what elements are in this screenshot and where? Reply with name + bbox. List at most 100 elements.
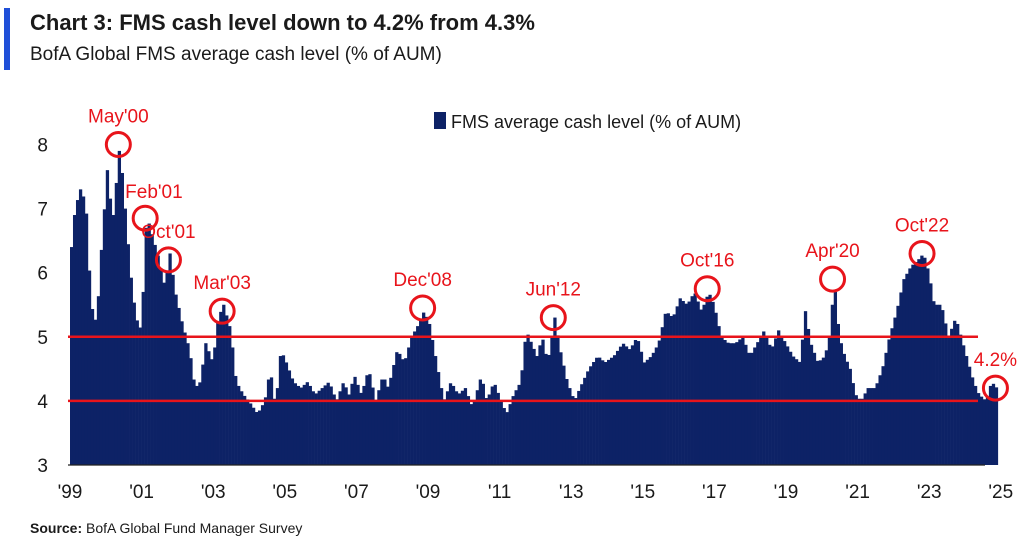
bar-105 bbox=[383, 379, 387, 465]
bar-136 bbox=[475, 390, 480, 465]
bar-107 bbox=[389, 377, 393, 465]
bar-50 bbox=[219, 311, 223, 465]
bar-217 bbox=[717, 326, 721, 465]
bar-29 bbox=[156, 255, 160, 465]
bar-237 bbox=[777, 330, 781, 465]
legend-label: FMS average cash level (% of AUM) bbox=[451, 112, 741, 132]
bar-35 bbox=[174, 294, 178, 465]
source-text: BofA Global Fund Manager Survey bbox=[86, 520, 303, 536]
bar-106 bbox=[386, 386, 390, 465]
bar-224 bbox=[738, 339, 742, 465]
x-tick-label: '19 bbox=[774, 482, 799, 503]
bar-94 bbox=[350, 383, 354, 465]
y-tick-label: 6 bbox=[37, 264, 48, 285]
bar-268 bbox=[869, 388, 873, 465]
bar-297 bbox=[956, 323, 960, 465]
bar-155 bbox=[532, 348, 536, 465]
bar-110 bbox=[398, 353, 402, 465]
bar-112 bbox=[404, 358, 408, 465]
bar-175 bbox=[592, 362, 596, 465]
bar-290 bbox=[935, 304, 939, 465]
bar-30 bbox=[159, 268, 163, 465]
bar-291 bbox=[938, 304, 942, 465]
bar-262 bbox=[851, 383, 855, 465]
bar-269 bbox=[872, 388, 876, 465]
bar-133 bbox=[466, 396, 471, 465]
bar-104 bbox=[380, 379, 384, 465]
bar-100 bbox=[368, 374, 372, 465]
bar-80 bbox=[308, 385, 312, 465]
bar-147 bbox=[508, 404, 512, 465]
bar-310 bbox=[994, 387, 999, 465]
annotation-circle bbox=[539, 304, 567, 332]
bar-267 bbox=[866, 388, 870, 465]
bar-132 bbox=[463, 388, 468, 465]
bar-157 bbox=[538, 345, 542, 465]
bar-241 bbox=[788, 351, 793, 465]
annotation-circle bbox=[908, 239, 936, 267]
bar-160 bbox=[547, 354, 551, 465]
bar-295 bbox=[950, 328, 954, 465]
bar-208 bbox=[690, 296, 694, 465]
y-tick-label: 8 bbox=[37, 136, 48, 157]
bar-257 bbox=[836, 323, 840, 465]
bar-71 bbox=[281, 355, 286, 465]
bar-91 bbox=[341, 383, 345, 465]
bar-116 bbox=[416, 326, 420, 465]
bar-20 bbox=[129, 277, 133, 465]
bar-215 bbox=[711, 301, 715, 465]
bar-276 bbox=[893, 317, 897, 465]
bar-248 bbox=[809, 344, 814, 465]
bar-53 bbox=[228, 326, 232, 465]
bar-109 bbox=[395, 352, 399, 465]
bar-197 bbox=[657, 340, 661, 465]
bar-176 bbox=[595, 357, 599, 465]
bar-140 bbox=[487, 394, 491, 465]
bar-154 bbox=[529, 341, 533, 465]
bar-142 bbox=[493, 384, 497, 465]
source-label: Source: bbox=[30, 520, 83, 536]
bar-19 bbox=[126, 244, 130, 465]
bar-245 bbox=[800, 339, 805, 465]
bar-42 bbox=[195, 385, 199, 465]
bar-201 bbox=[669, 315, 673, 465]
bar-65 bbox=[263, 397, 268, 465]
bar-251 bbox=[818, 360, 823, 465]
bar-183 bbox=[615, 350, 620, 465]
bar-17 bbox=[120, 172, 124, 466]
bar-228 bbox=[750, 352, 754, 465]
bar-240 bbox=[786, 346, 790, 465]
bar-190 bbox=[636, 341, 641, 465]
bar-281 bbox=[908, 268, 912, 465]
bar-77 bbox=[299, 387, 303, 465]
annotation-label: 4.2% bbox=[974, 350, 1017, 371]
annotation-label: Dec'08 bbox=[393, 270, 452, 291]
bar-292 bbox=[941, 310, 945, 465]
annotation-circle bbox=[693, 275, 721, 303]
bar-22 bbox=[135, 320, 139, 465]
bar-279 bbox=[902, 279, 906, 465]
annotation-circle bbox=[154, 246, 182, 274]
bar-229 bbox=[753, 347, 757, 465]
bar-68 bbox=[272, 398, 277, 465]
bar-118 bbox=[422, 312, 426, 465]
bar-195 bbox=[651, 352, 656, 465]
bar-199 bbox=[663, 313, 667, 465]
annotation-label: Oct'01 bbox=[141, 222, 195, 243]
bar-96 bbox=[356, 384, 360, 465]
bar-261 bbox=[848, 368, 852, 465]
bar-210 bbox=[696, 301, 700, 465]
annotation-circle bbox=[819, 265, 847, 293]
bar-255 bbox=[830, 304, 835, 465]
bar-13 bbox=[108, 198, 113, 465]
annotation-label: Mar'03 bbox=[193, 273, 250, 294]
bar-28 bbox=[153, 244, 157, 465]
bar-54 bbox=[231, 347, 235, 465]
bar-181 bbox=[609, 357, 614, 465]
bar-264 bbox=[857, 398, 861, 465]
annotation-circle bbox=[131, 204, 159, 232]
bar-167 bbox=[568, 388, 572, 465]
bar-166 bbox=[565, 379, 569, 465]
bar-260 bbox=[845, 361, 849, 465]
